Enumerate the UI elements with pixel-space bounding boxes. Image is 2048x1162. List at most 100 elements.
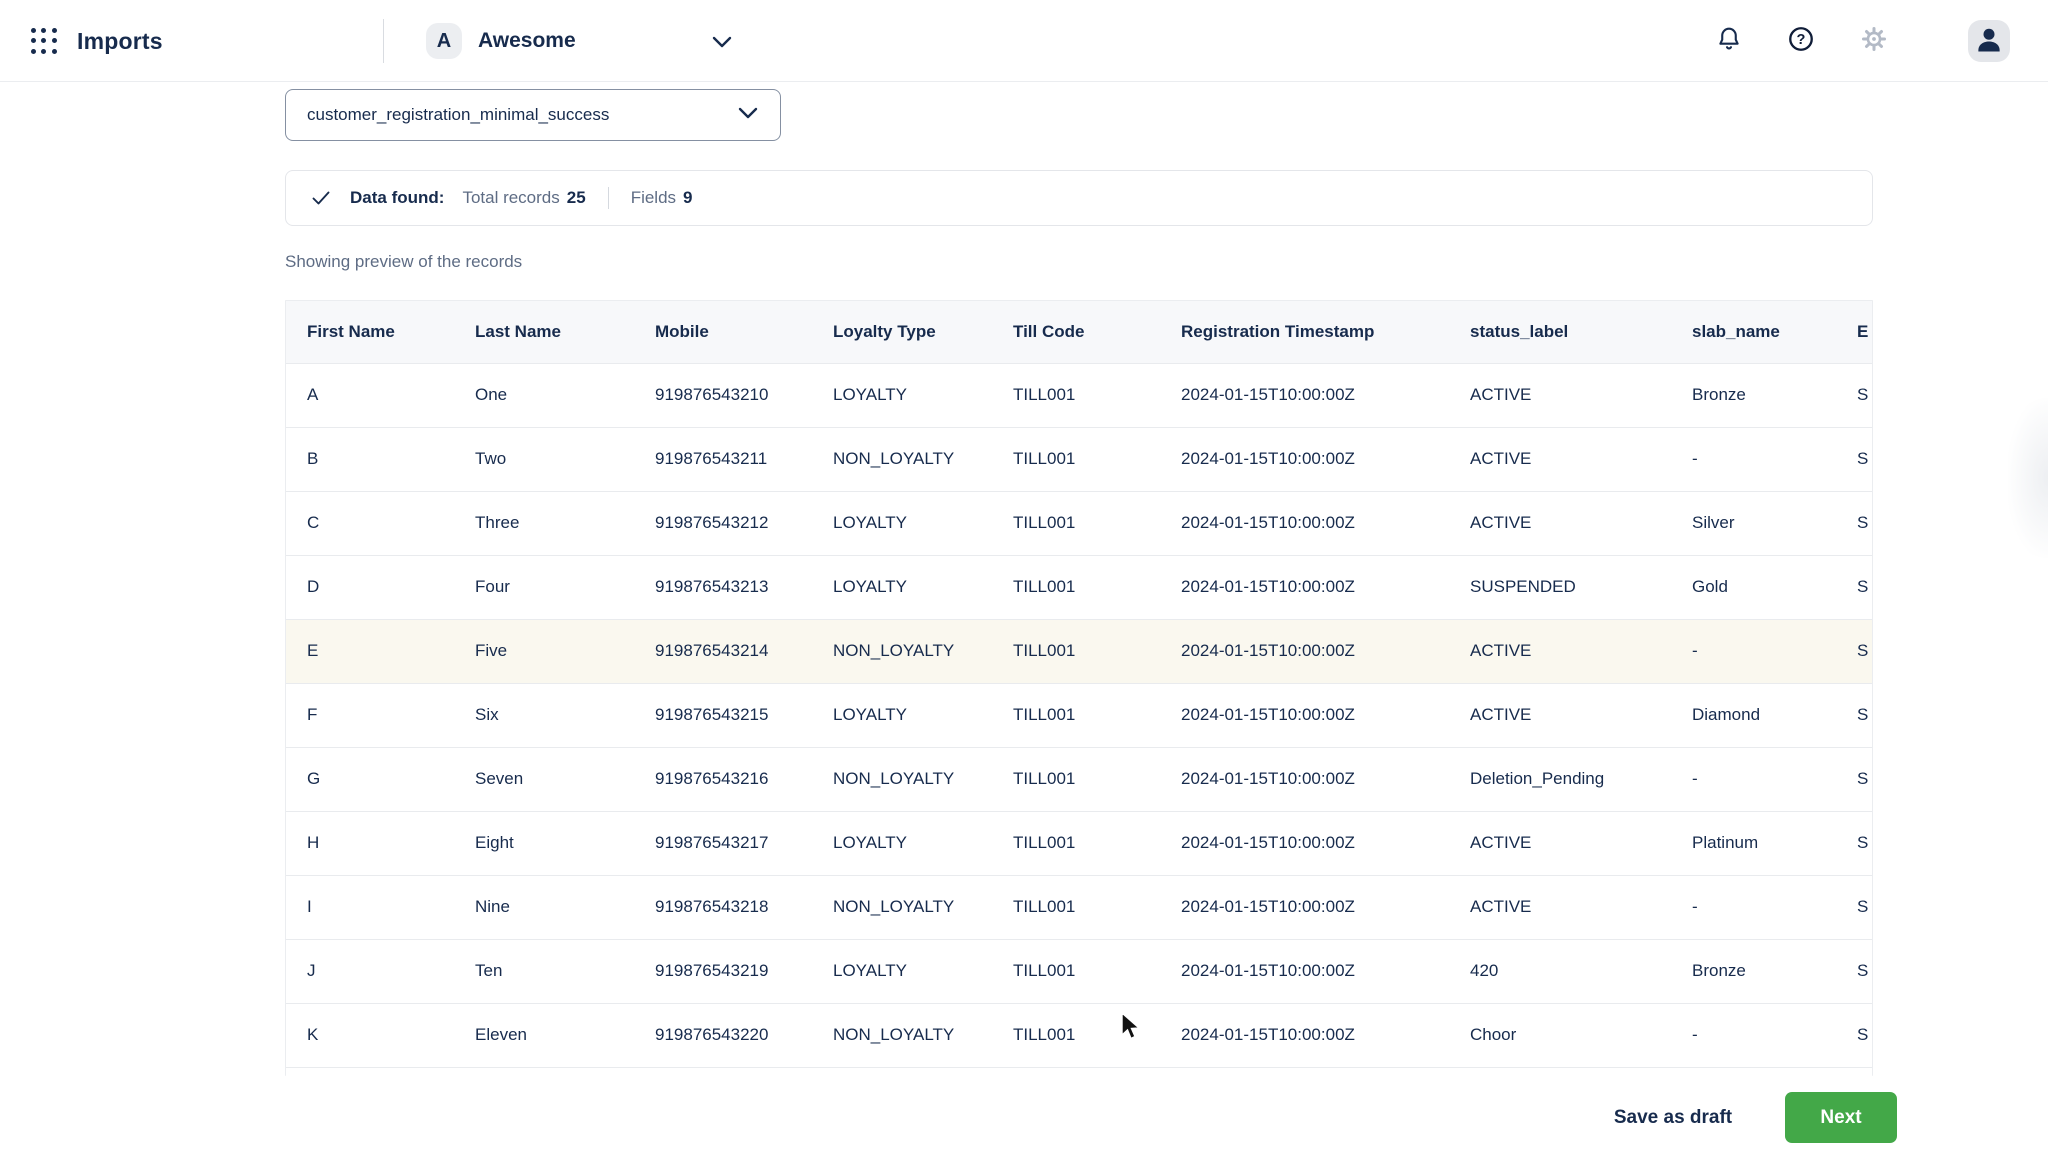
person-icon [1974,24,2004,59]
table-row: I Nine 919876543218 NON_LOYALTY TILL001 2024-… [286,875,1872,939]
cell: LOYALTY [833,513,908,532]
notifications-button[interactable] [1714,26,1744,56]
data-summary-card: Data found: Total records 25 Fields 9 [285,170,1873,226]
check-icon [309,186,333,210]
cell: B [307,449,319,468]
summary-divider [607,187,609,209]
cell: S [1857,1025,1869,1044]
cell: 2024-01-15T10:00:00Z [1181,385,1355,404]
table-row: C Three 919876543212 LOYALTY TILL001 2024-01-… [286,491,1872,555]
dataset-select-value: customer_registration_minimal_success [307,105,610,124]
user-avatar[interactable] [1968,20,2010,62]
cell: 919876543212 [655,513,769,532]
cell: 919876543219 [655,961,769,980]
cell: ACTIVE [1470,641,1532,660]
cell: 2024-01-15T10:00:00Z [1181,449,1355,468]
cell: 2024-01-15T10:00:00Z [1181,769,1355,788]
cell: 2024-01-15T10:00:00Z [1181,833,1355,852]
column-header-e: E [1857,321,1869,341]
table-body: A One 919876543210 LOYALTY TILL001 2024-01-15… [286,363,1872,1076]
column-header-registration-timestamp: Registration Timestamp [1181,321,1375,341]
cell: ACTIVE [1470,513,1532,532]
cell: Two [475,449,507,468]
records-preview-table: First Name Last Name Mobile Loyalty Type Til… [285,300,1873,1076]
column-header-status-label: status_label [1470,321,1569,341]
top-bar: Imports A Awesome ? [0,0,2048,82]
table-row: J Ten 919876543219 LOYALTY TILL001 2024-01-15… [286,939,1872,1003]
cell: TILL001 [1013,577,1076,596]
cell: Choor [1470,1025,1517,1044]
cell: - [1692,897,1698,916]
table-row: E Five 919876543214 NON_LOYALTY TILL001 2024-… [286,619,1872,683]
bell-icon [1715,25,1743,58]
fields-label: Fields [630,188,677,207]
table-row: A One 919876543210 LOYALTY TILL001 2024-01-15… [286,363,1872,427]
cell: 420 [1470,961,1499,980]
settings-button[interactable] [1859,26,1889,56]
gear-icon [1860,25,1888,58]
cell: Deletion_Pending [1470,769,1605,788]
cell: Platinum [1692,833,1759,852]
column-header-first-name: First Name [307,321,395,341]
cell: ACTIVE [1470,449,1532,468]
cell: LOYALTY [833,961,908,980]
cell: 2024-01-15T10:00:00Z [1181,897,1355,916]
chevron-down-icon[interactable] [712,35,732,53]
total-records-label: Total records [462,188,560,207]
cell: NON_LOYALTY [833,1025,955,1044]
cell: Seven [475,769,524,788]
preview-caption: Showing preview of the records [285,252,523,271]
cell: Diamond [1692,705,1761,724]
help-button[interactable]: ? [1786,26,1816,56]
cell: TILL001 [1013,705,1076,724]
cell: TILL001 [1013,897,1076,916]
cell: Four [475,577,510,596]
cell: One [475,385,508,404]
help-icon: ? [1787,25,1815,58]
cell: 919876543214 [655,641,769,660]
workspace-avatar[interactable]: A [426,23,462,59]
cell: S [1857,577,1869,596]
dataset-select[interactable]: customer_registration_minimal_success [285,89,781,141]
cell: - [1692,769,1698,788]
cell: Bronze [1692,385,1746,404]
cell: LOYALTY [833,705,908,724]
save-as-draft-button[interactable]: Save as draft [1598,1092,1748,1143]
table-row: G Seven 919876543216 NON_LOYALTY TILL001 2024… [286,747,1872,811]
cell: Ten [475,961,503,980]
cell: ACTIVE [1470,385,1532,404]
data-found-label: Data found: [350,188,445,207]
cell: H [307,833,320,852]
column-header-slab-name: slab_name [1692,321,1780,341]
cell: 919876543217 [655,833,769,852]
fields-value: 9 [683,188,693,207]
cell: NON_LOYALTY [833,641,955,660]
table-row: B Two 919876543211 NON_LOYALTY TILL001 2024-0… [286,427,1872,491]
next-button[interactable]: Next [1785,1092,1897,1143]
cell: K [307,1025,319,1044]
cell: ACTIVE [1470,897,1532,916]
cell: - [1692,1025,1698,1044]
table-header: First Name Last Name Mobile Loyalty Type Til… [286,301,1872,363]
preview-table: First Name Last Name Mobile Loyalty Type Til… [286,301,1872,1076]
cell: F [307,705,318,724]
cell: Three [475,513,520,532]
total-records-value: 25 [566,188,586,207]
cell: LOYALTY [833,577,908,596]
cell: G [307,769,321,788]
cell: Five [475,641,508,660]
cell: TILL001 [1013,449,1076,468]
app-launcher-icon[interactable] [31,28,58,55]
svg-text:?: ? [1797,32,1806,48]
cell: 919876543213 [655,577,769,596]
cell: S [1857,833,1869,852]
cell: Nine [475,897,510,916]
page-title: Imports [77,27,163,54]
cell: E [307,641,319,660]
cell: 2024-01-15T10:00:00Z [1181,1025,1355,1044]
edge-scroll-handle[interactable] [2008,398,2048,558]
cell: 919876543210 [655,385,769,404]
cell: S [1857,641,1869,660]
workspace-name[interactable]: Awesome [478,29,576,52]
table-row: D Four 919876543213 LOYALTY TILL001 2024-01-1… [286,555,1872,619]
